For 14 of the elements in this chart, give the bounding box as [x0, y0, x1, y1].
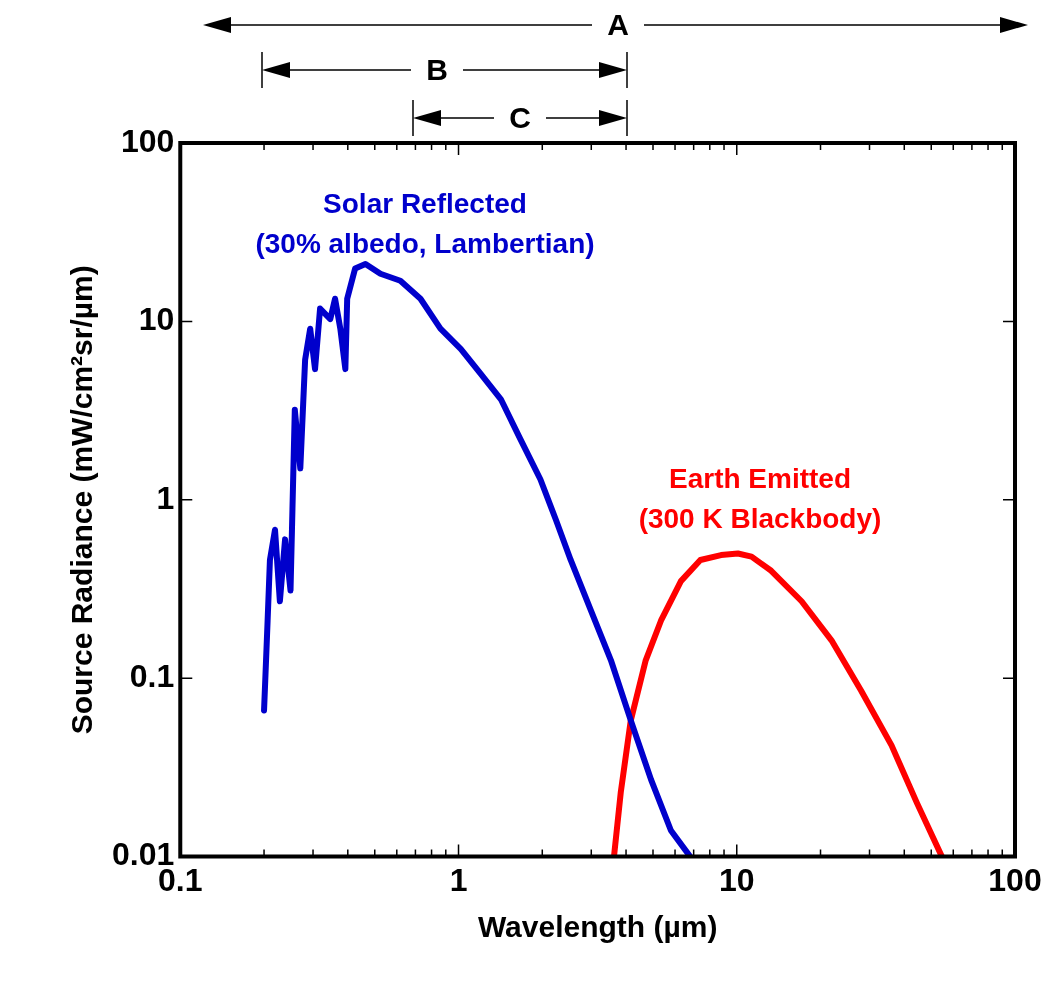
x-tick-label: 10	[718, 861, 755, 898]
text: B	[426, 53, 448, 87]
y-tick-label: 0.1	[129, 658, 175, 695]
y-axis-title: Source Radiance (mW/cm²sr/µm)	[65, 265, 99, 735]
y-tick-label: 10	[138, 301, 175, 338]
text: Solar Reflected (30% albedo, Lambertian)	[255, 187, 595, 259]
x-tick-label: 1	[449, 861, 468, 898]
x-axis-title: Wavelength (µm)	[477, 910, 718, 944]
y-tick-label: 1	[156, 479, 175, 516]
y-tick-label: 100	[120, 122, 175, 159]
text: C	[509, 101, 531, 135]
text: Earth Emitted (300 K Blackbody)	[638, 462, 882, 534]
x-tick-label: 100	[988, 861, 1042, 898]
text: A	[607, 8, 629, 42]
